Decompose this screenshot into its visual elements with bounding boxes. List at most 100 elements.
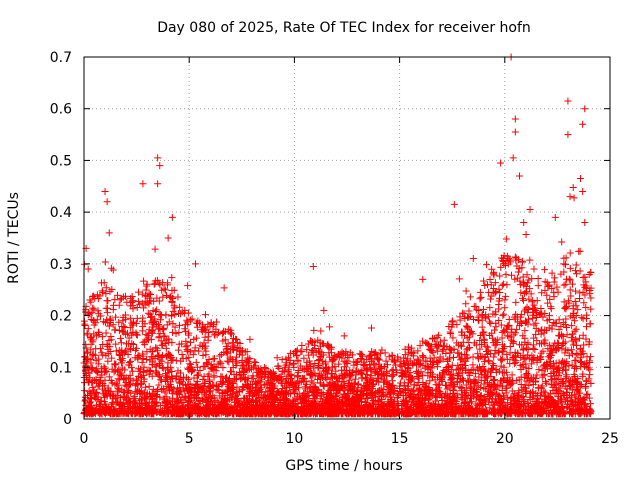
data-point [174,293,182,301]
data-point [550,289,558,297]
data-point [544,345,552,353]
data-point [298,347,306,355]
data-point [530,265,538,273]
data-point [522,387,530,395]
data-point [469,361,477,369]
data-point [464,345,472,353]
data-point [390,357,398,365]
data-point [238,357,246,365]
data-point [123,382,131,390]
data-point [341,363,349,371]
data-point [567,346,575,354]
data-point [495,285,503,293]
data-point [111,381,119,389]
data-point [157,337,165,345]
data-point [133,303,141,311]
data-point [316,338,324,346]
data-point [100,318,108,326]
data-point [232,353,240,361]
data-point [176,321,184,329]
data-point [484,379,492,387]
data-point [92,345,100,353]
data-point [511,315,519,323]
data-point [216,352,224,360]
data-point [178,340,186,348]
data-point [233,336,241,344]
data-point [192,358,200,366]
data-point [571,317,579,325]
data-point [117,410,125,418]
data-point [438,347,446,355]
data-point [587,284,595,292]
data-point [386,395,394,403]
data-point [176,303,184,311]
data-point [146,313,154,321]
data-point [543,291,551,299]
data-point [195,347,203,355]
data-point [383,391,391,399]
data-point [84,325,92,333]
data-point [153,294,161,302]
data-point [165,369,173,377]
data-point [537,356,545,364]
data-point [172,330,180,338]
data-point [508,325,516,333]
data-point [111,367,119,375]
data-point [252,358,260,366]
data-point [228,339,236,347]
data-point [419,337,427,345]
data-point [101,258,109,266]
data-point [178,351,186,359]
data-point [457,356,465,364]
data-point [571,298,579,306]
data-point [561,382,569,390]
data-point [436,338,444,346]
data-point [446,349,454,357]
data-point [496,294,503,302]
data-point [519,361,527,369]
data-point [566,377,574,385]
data-point [118,327,126,335]
data-point [220,284,228,292]
data-point [562,280,570,288]
data-point [435,341,443,349]
data-point [525,381,533,389]
data-point [265,396,273,404]
data-point [188,366,196,374]
data-point [574,306,582,314]
data-point [205,329,213,337]
data-point [495,367,503,375]
data-point [521,327,529,335]
data-point [406,369,414,377]
data-point [131,393,139,401]
data-point [303,346,311,354]
data-point [483,261,491,269]
data-point [343,357,351,365]
data-point [442,349,450,357]
data-point [545,353,553,361]
data-point [569,305,577,313]
data-point [465,339,473,347]
data-point [237,375,245,383]
data-point [316,353,324,361]
data-point [538,382,546,390]
data-point [201,333,209,341]
data-point [424,363,432,371]
data-point [459,309,467,317]
data-point [462,365,470,373]
data-point [517,289,525,297]
data-point [550,363,558,371]
data-point [199,376,207,384]
data-point [456,313,464,321]
data-point [428,373,436,381]
data-point [84,331,92,339]
data-point [528,275,536,283]
data-point [544,282,552,290]
data-point [92,375,100,383]
data-point [410,386,418,394]
data-point [399,372,407,380]
data-point [300,354,308,362]
data-point [436,353,444,361]
data-point [587,305,595,313]
data-point [286,398,294,406]
